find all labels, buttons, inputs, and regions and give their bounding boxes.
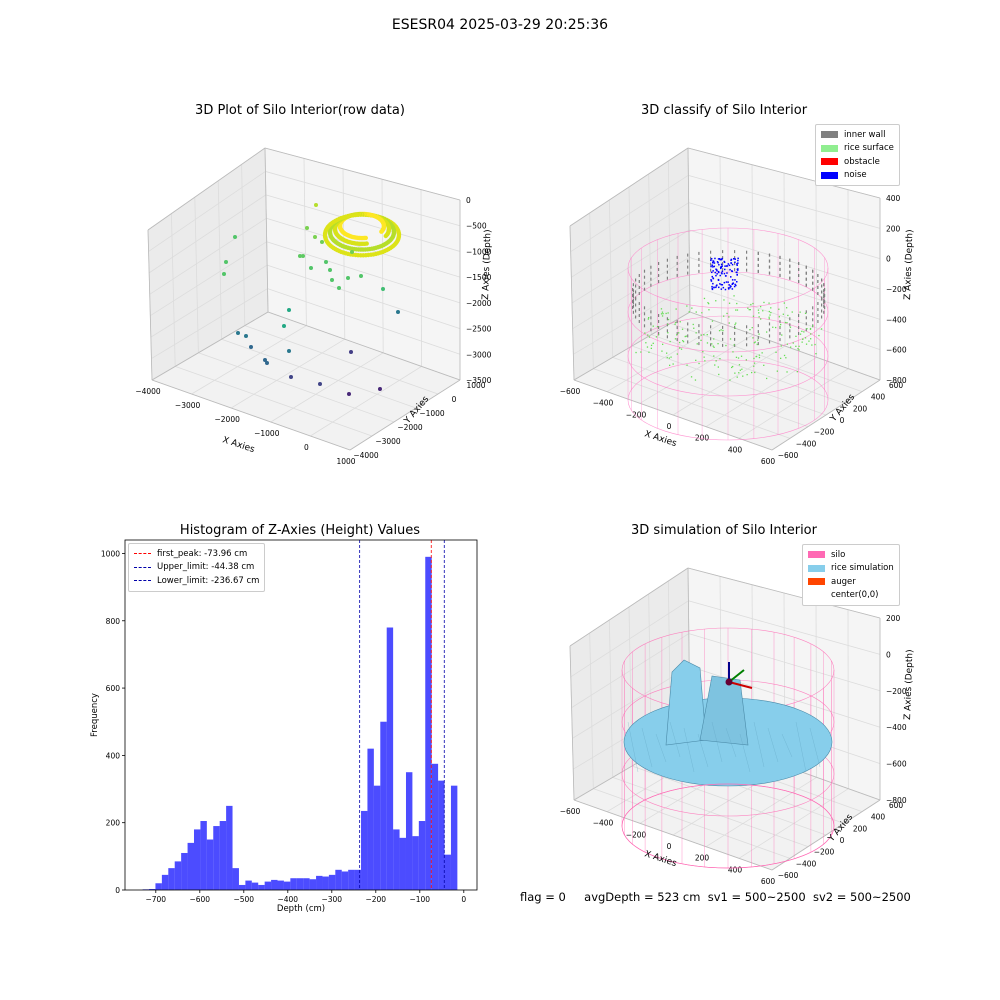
x-tick-label: 200 xyxy=(695,854,710,863)
p4-xlabel: X Axies xyxy=(643,849,678,869)
p4-zlabel: Z Axies (Depth) xyxy=(903,649,915,720)
y-tick-label: −600 xyxy=(778,871,799,880)
x-tick-label: 600 xyxy=(761,877,776,886)
legend-label: silo xyxy=(831,550,845,560)
y-tick-label: −400 xyxy=(796,859,817,868)
z-tick-label: 200 xyxy=(886,614,901,623)
avg-depth-text: avgDepth = 523 cm xyxy=(584,890,700,904)
sv2-text: sv2 = 500~2500 xyxy=(813,890,911,904)
z-tick-label: −800 xyxy=(886,796,907,805)
panel4-legend: silo rice simulation auger center(0,0) xyxy=(802,544,900,606)
x-tick-label: 400 xyxy=(728,865,743,874)
legend-item: silo xyxy=(808,548,894,562)
x-tick-label: −600 xyxy=(560,807,581,816)
y-tick-label: 400 xyxy=(871,813,886,822)
legend-swatch xyxy=(808,565,825,572)
x-tick-label: −200 xyxy=(626,830,647,839)
center-marker xyxy=(726,679,733,686)
legend-label: center(0,0) xyxy=(831,590,879,600)
y-tick-label: 200 xyxy=(853,824,868,833)
sv1-text: sv1 = 500~2500 xyxy=(708,890,806,904)
legend-label: rice simulation xyxy=(831,563,894,573)
legend-label: auger xyxy=(831,577,856,587)
legend-item: rice simulation xyxy=(808,562,894,576)
x-tick-label: 0 xyxy=(667,842,672,851)
rice-peak xyxy=(666,660,706,745)
z-tick-label: 0 xyxy=(886,650,891,659)
legend-item: auger xyxy=(808,575,894,589)
z-tick-label: −600 xyxy=(886,760,907,769)
legend-swatch xyxy=(808,592,825,599)
z-tick-label: −400 xyxy=(886,723,907,732)
status-footer: flag = 0 avgDepth = 523 cm sv1 = 500~250… xyxy=(520,890,911,904)
x-tick-label: −400 xyxy=(593,819,614,828)
legend-swatch xyxy=(808,578,825,585)
legend-item: center(0,0) xyxy=(808,589,894,603)
legend-swatch xyxy=(808,551,825,558)
y-tick-label: 0 xyxy=(840,836,845,845)
flag-text: flag = 0 xyxy=(520,890,566,904)
